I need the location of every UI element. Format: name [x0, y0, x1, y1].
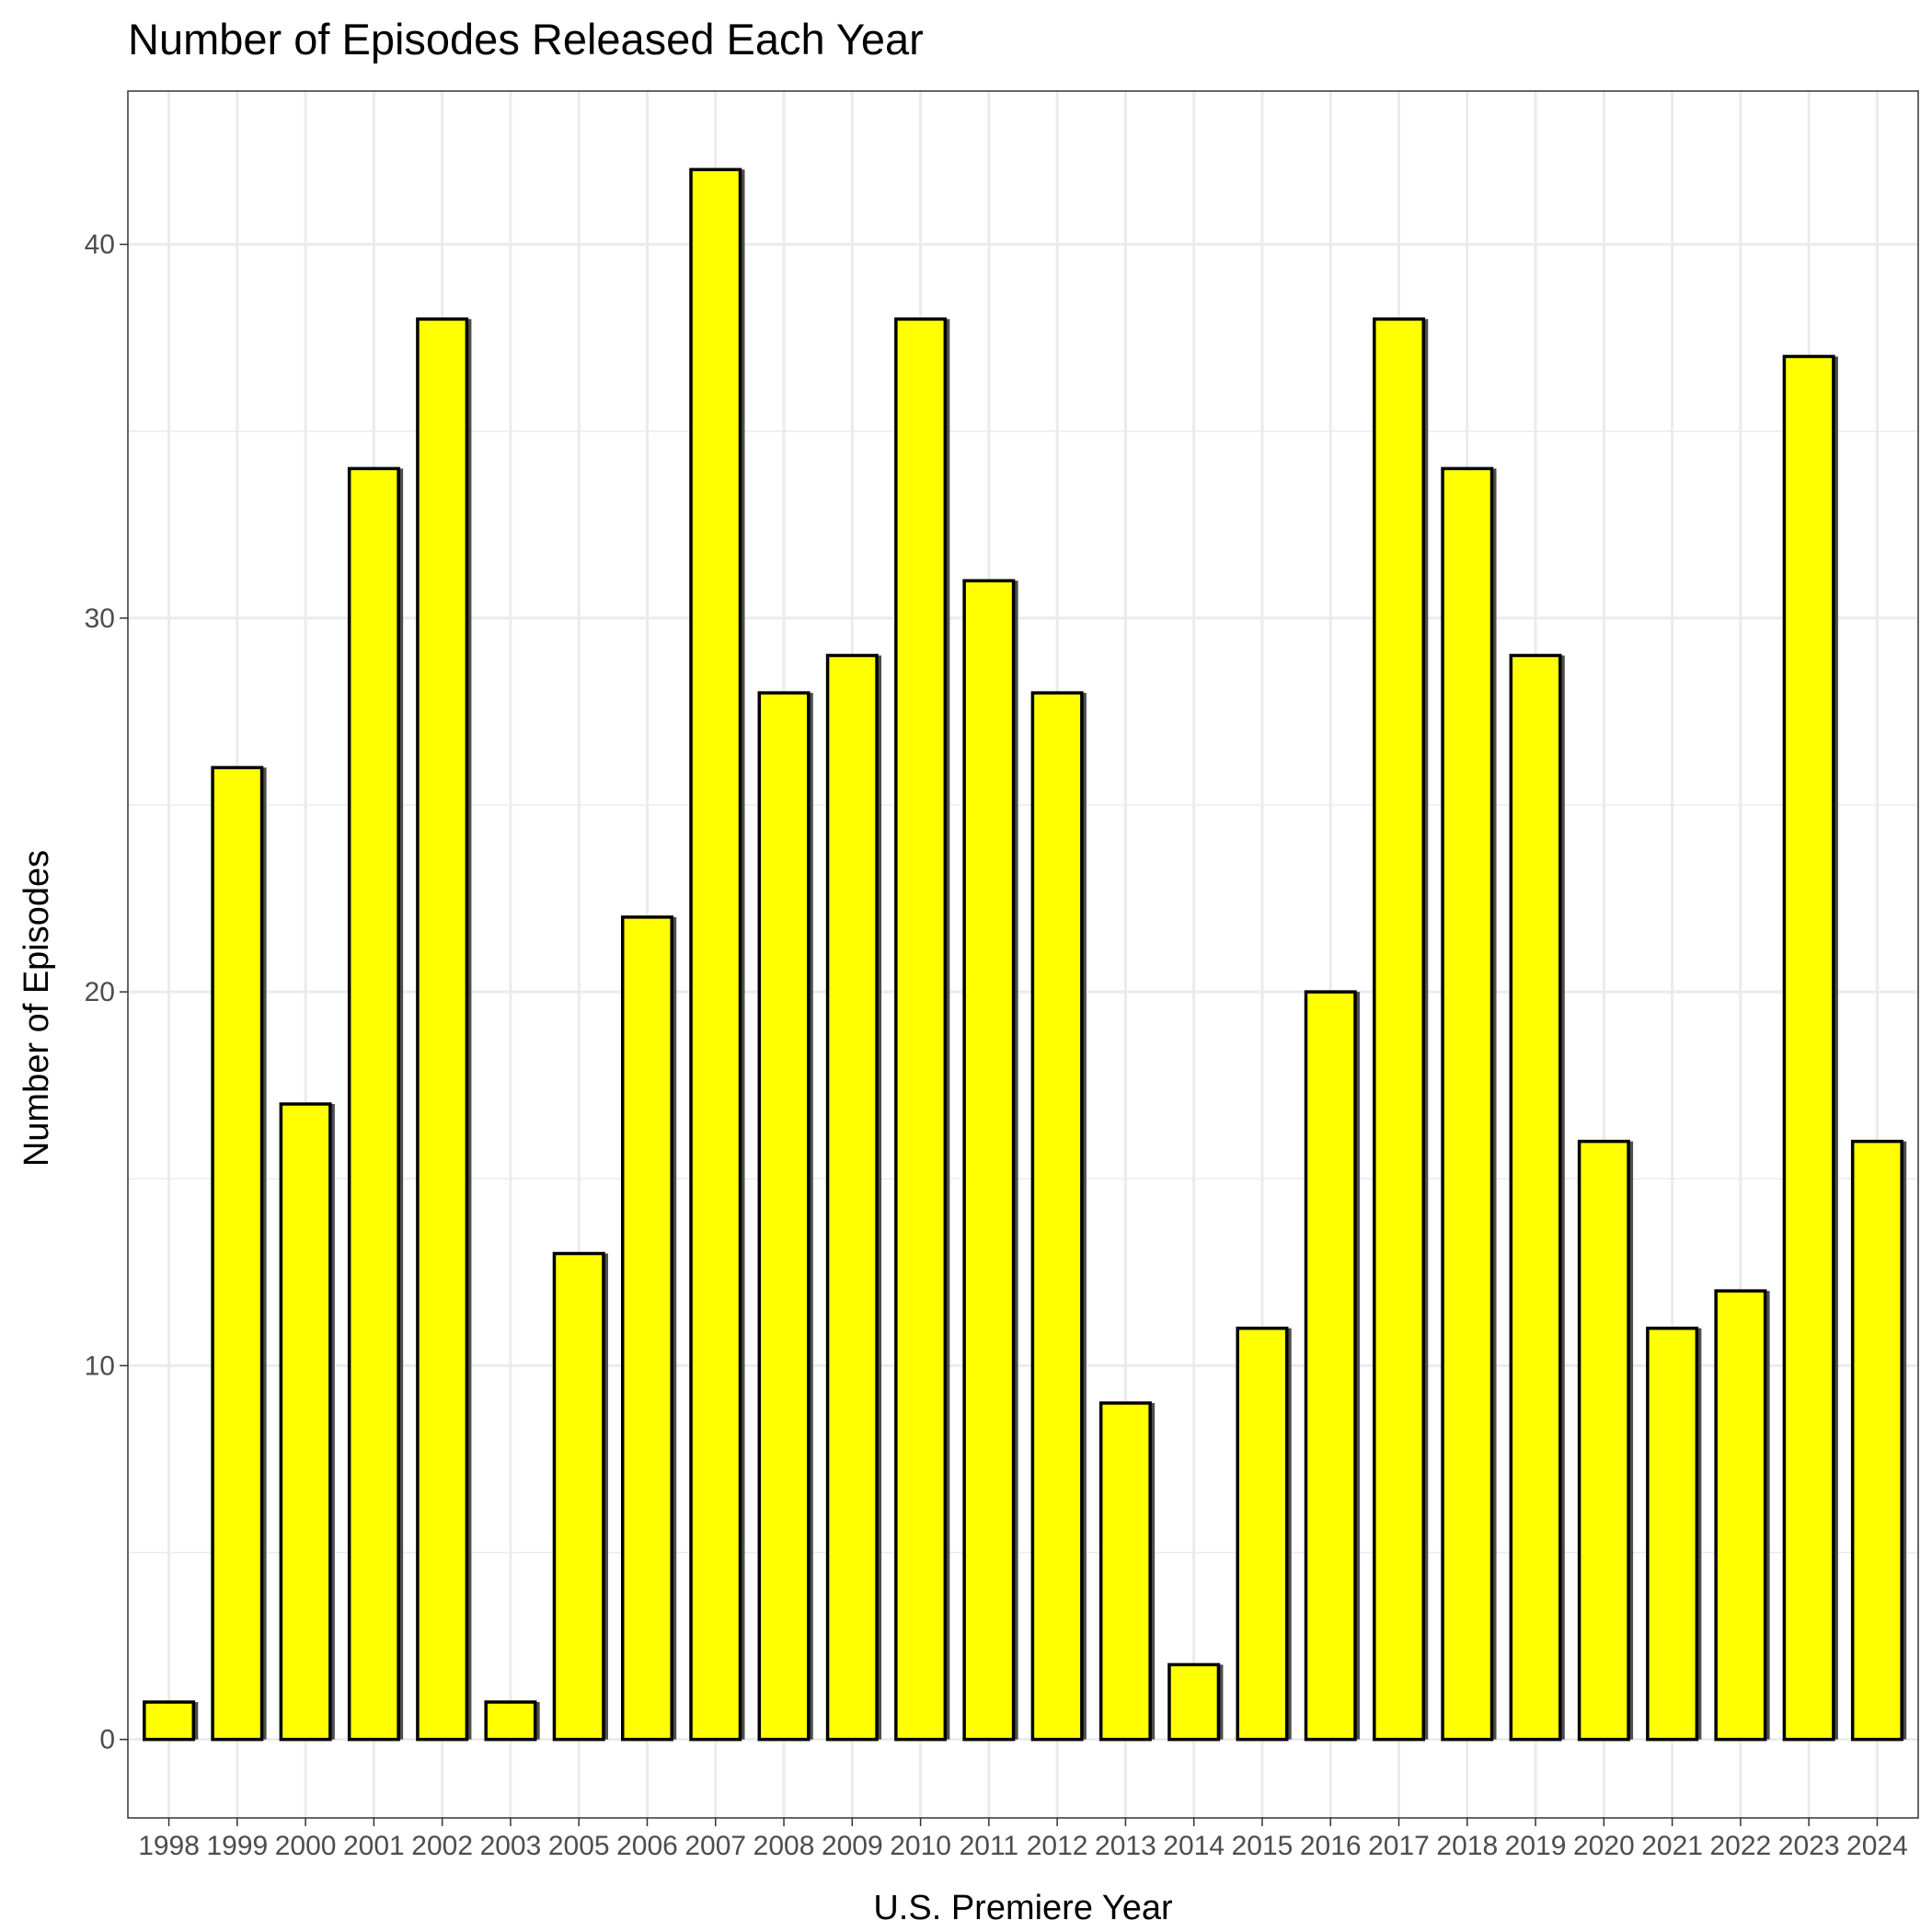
bar: [1441, 466, 1494, 1742]
y-tick-label: 20: [85, 977, 115, 1007]
x-tick-label: 2000: [275, 1831, 337, 1861]
x-tick-label: 2019: [1505, 1831, 1567, 1861]
x-tick-label: 2007: [684, 1831, 746, 1861]
y-tick-label: 0: [99, 1725, 115, 1755]
y-axis-ticks: 0 10 20 30 40: [85, 230, 128, 1755]
bar: [1577, 1139, 1630, 1742]
x-tick-label: 2012: [1027, 1831, 1088, 1861]
x-tick-label: 2001: [343, 1831, 405, 1861]
x-tick-label: 1999: [206, 1831, 268, 1861]
x-tick-label: 2016: [1300, 1831, 1362, 1861]
bar: [1304, 990, 1357, 1742]
x-tick-label: 2002: [411, 1831, 473, 1861]
bar: [1509, 653, 1562, 1742]
x-axis-title: U.S. Premiere Year: [873, 1889, 1173, 1927]
y-tick-label: 40: [85, 230, 115, 260]
bar: [1167, 1662, 1221, 1742]
bar: [620, 915, 673, 1742]
bar: [1646, 1327, 1699, 1742]
panel-border: [127, 90, 1919, 1819]
x-tick-label: 2010: [890, 1831, 951, 1861]
bar: [1373, 317, 1426, 1742]
x-tick-label: 2011: [960, 1831, 1019, 1861]
bar: [825, 653, 879, 1742]
x-tick-label: 2015: [1232, 1831, 1294, 1861]
x-tick-label: 2022: [1710, 1831, 1772, 1861]
bar: [1714, 1289, 1767, 1742]
x-tick-label: 2024: [1846, 1831, 1908, 1861]
bar: [484, 1700, 537, 1742]
y-axis-title: Number of Episodes: [17, 850, 56, 1167]
bar: [1030, 691, 1084, 1742]
x-tick-label: 2006: [616, 1831, 678, 1861]
bar: [552, 1251, 605, 1742]
bars: [143, 167, 1907, 1742]
x-tick-label: 2005: [548, 1831, 610, 1861]
x-tick-label: 2023: [1778, 1831, 1840, 1861]
x-tick-label: 2009: [822, 1831, 883, 1861]
bar: [1236, 1327, 1289, 1742]
bar: [894, 317, 948, 1742]
bar: [143, 1700, 196, 1742]
x-tick-label: 2008: [753, 1831, 815, 1861]
x-tick-label: 1998: [138, 1831, 200, 1861]
bar: [279, 1102, 332, 1742]
bar: [962, 579, 1016, 1742]
chart-title: Number of Episodes Released Each Year: [128, 15, 924, 63]
bar: [416, 317, 469, 1742]
x-tick-label: 2013: [1095, 1831, 1156, 1861]
y-tick-label: 30: [85, 604, 115, 634]
x-tick-label: 2020: [1573, 1831, 1635, 1861]
bar: [347, 466, 400, 1742]
y-tick-label: 10: [85, 1351, 115, 1381]
bar: [211, 765, 264, 1742]
bar: [1782, 354, 1835, 1742]
x-tick-label: 2017: [1368, 1831, 1430, 1861]
bar: [689, 167, 742, 1742]
bar: [1850, 1139, 1903, 1742]
bar: [1098, 1401, 1152, 1742]
bar: [757, 691, 811, 1742]
x-tick-label: 2014: [1163, 1831, 1225, 1861]
x-tick-label: 2018: [1436, 1831, 1498, 1861]
x-tick-label: 2003: [480, 1831, 542, 1861]
x-axis-ticks: 1998 1999 2000 2001 2002 2003 2005 2006 2007 2008…: [138, 1818, 1908, 1861]
x-tick-label: 2021: [1641, 1831, 1703, 1861]
